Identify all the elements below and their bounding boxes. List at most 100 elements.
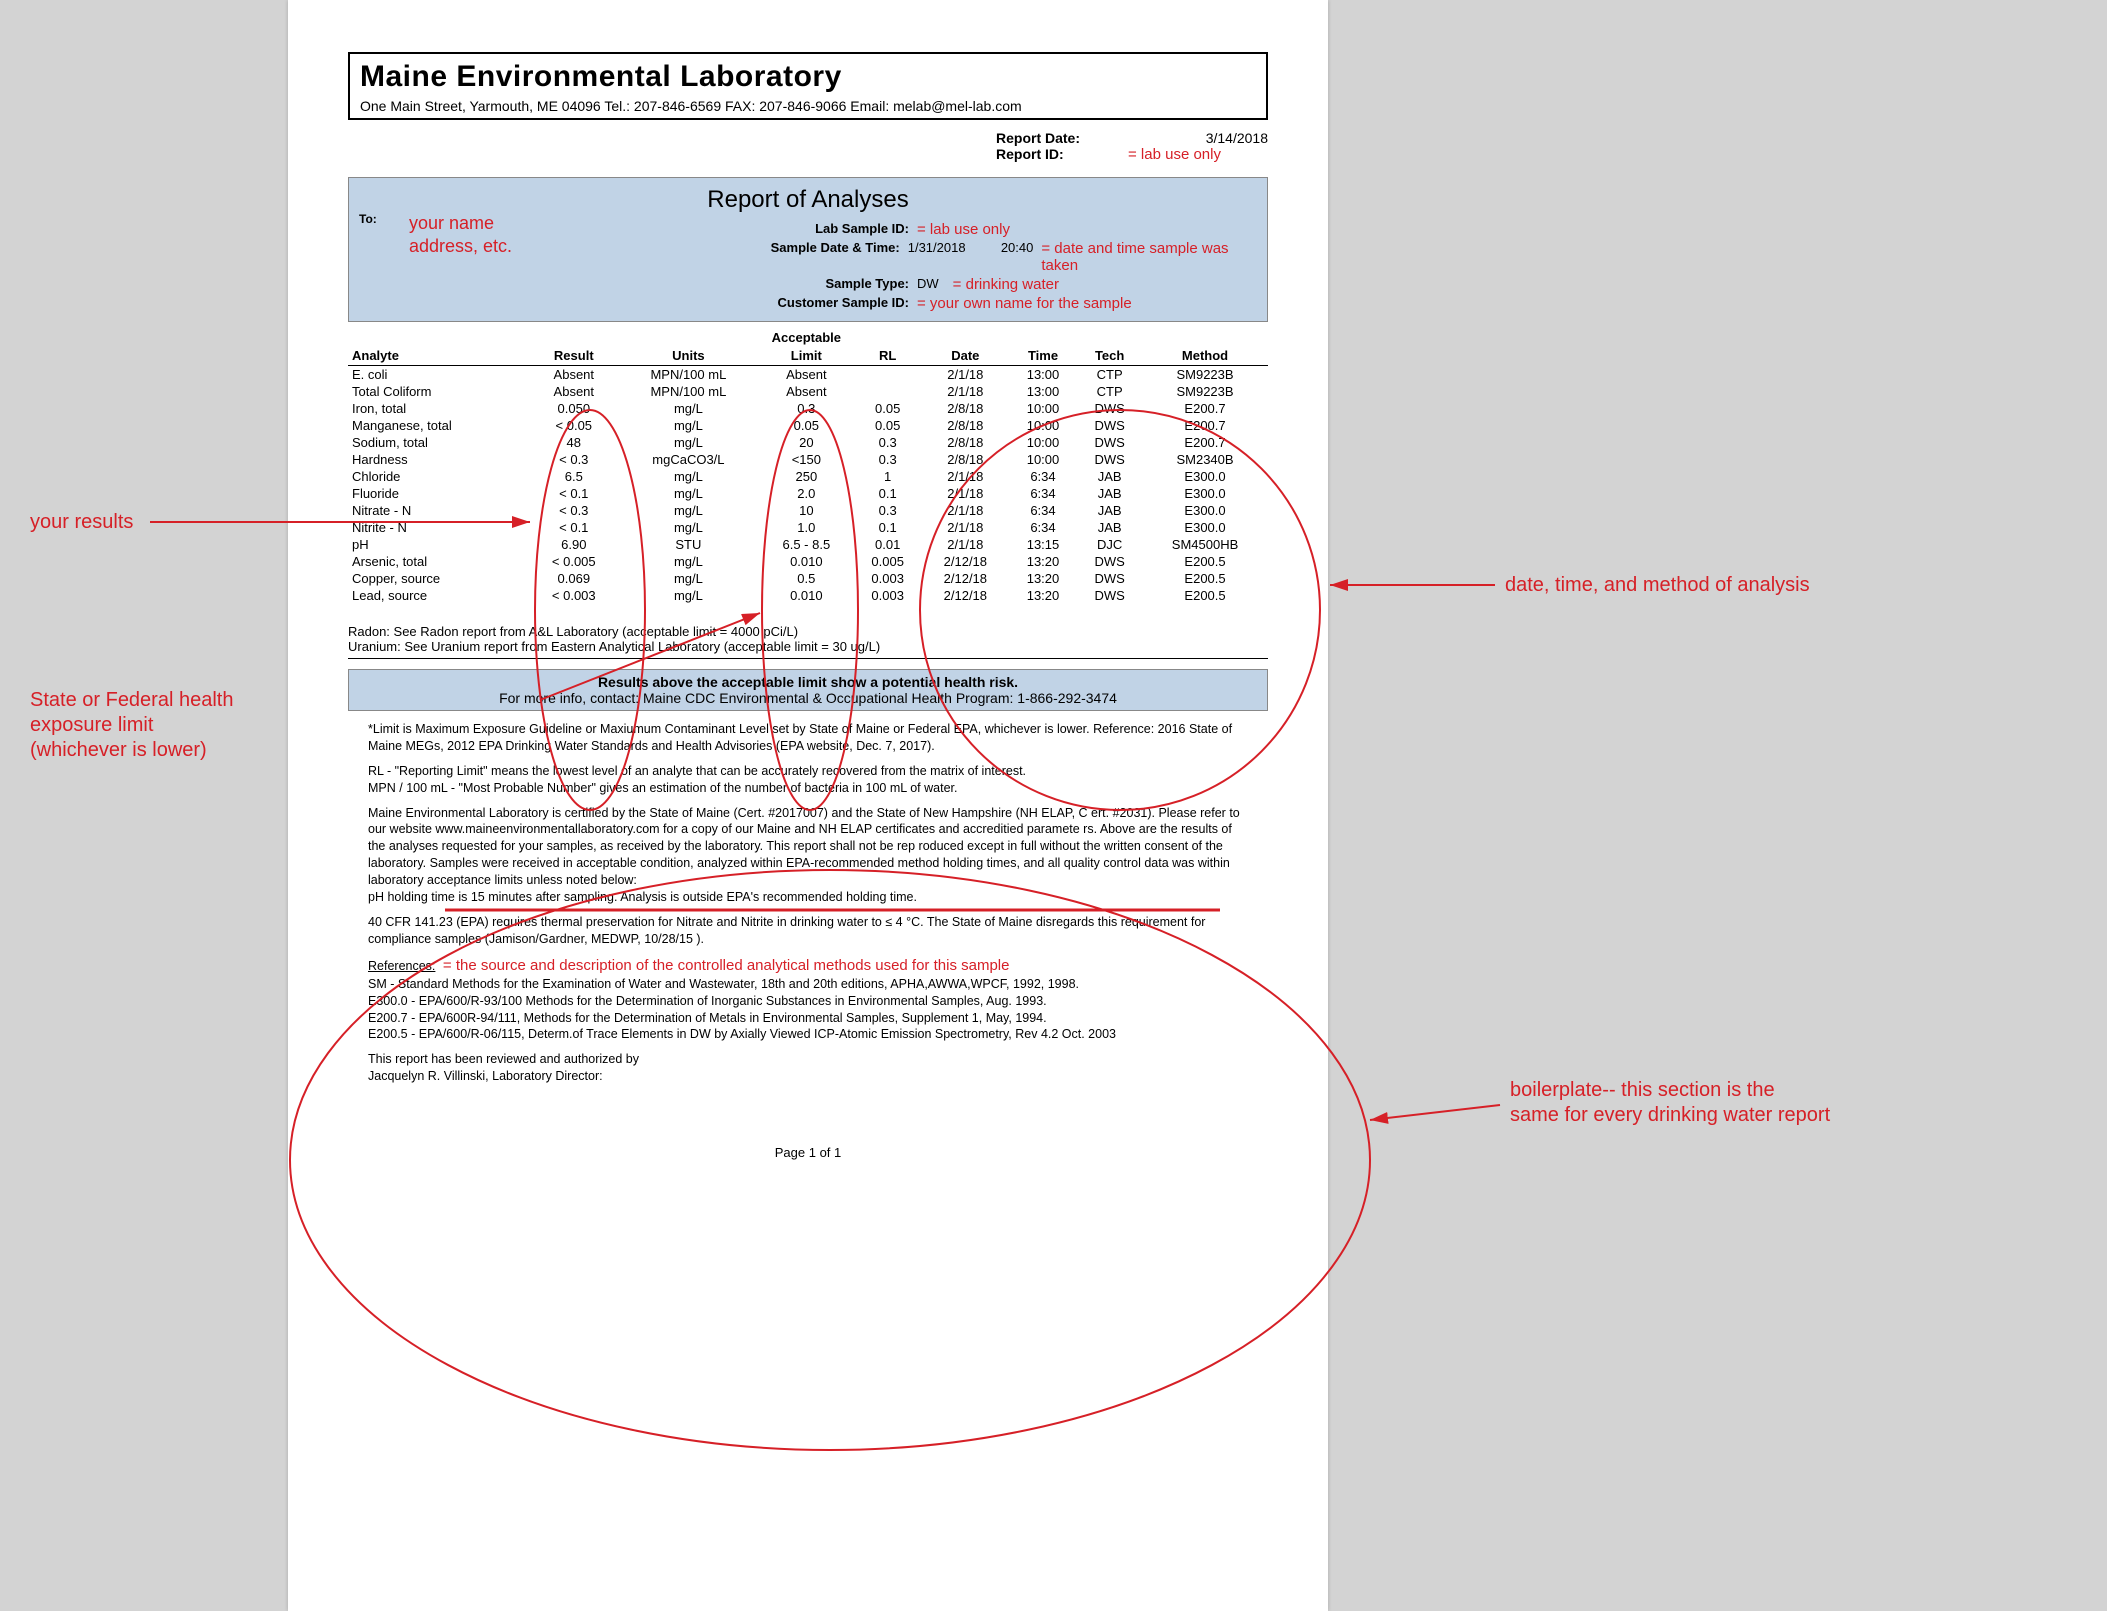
table-cell: 2/12/18 bbox=[922, 553, 1009, 570]
table-cell: 1.0 bbox=[759, 519, 853, 536]
table-row: Lead, source< 0.003mg/L0.0100.0032/12/18… bbox=[348, 587, 1268, 604]
table-cell: E300.0 bbox=[1142, 502, 1268, 519]
report-title-band: Report of Analyses To: your name address… bbox=[348, 177, 1268, 322]
table-cell: CTP bbox=[1077, 383, 1142, 400]
table-row: Iron, total0.050mg/L0.30.052/8/1810:00DW… bbox=[348, 400, 1268, 417]
col-time: Time bbox=[1009, 346, 1078, 366]
col-rl: RL bbox=[853, 346, 922, 366]
table-cell: 10:00 bbox=[1009, 417, 1078, 434]
table-cell: 0.05 bbox=[853, 417, 922, 434]
table-cell: 6.5 bbox=[530, 468, 617, 485]
table-cell: CTP bbox=[1077, 366, 1142, 384]
fine-p2: RL - "Reporting Limit" means the lowest … bbox=[368, 763, 1248, 797]
table-cell: 0.5 bbox=[759, 570, 853, 587]
analytes-tbody: E. coliAbsentMPN/100 mLAbsent2/1/1813:00… bbox=[348, 366, 1268, 605]
table-cell: 2/1/18 bbox=[922, 502, 1009, 519]
table-cell: Absent bbox=[759, 366, 853, 384]
table-cell: < 0.005 bbox=[530, 553, 617, 570]
table-cell: < 0.1 bbox=[530, 519, 617, 536]
table-cell: JAB bbox=[1077, 519, 1142, 536]
table-cell: 0.05 bbox=[759, 417, 853, 434]
table-cell: 1 bbox=[853, 468, 922, 485]
table-cell: 0.1 bbox=[853, 485, 922, 502]
table-cell: 2/8/18 bbox=[922, 400, 1009, 417]
table-cell: 2/1/18 bbox=[922, 366, 1009, 384]
table-cell: 6:34 bbox=[1009, 485, 1078, 502]
table-row: Nitrate - N< 0.3mg/L100.32/1/186:34JABE3… bbox=[348, 502, 1268, 519]
table-cell: 10:00 bbox=[1009, 451, 1078, 468]
table-row: pH6.90STU6.5 - 8.50.012/1/1813:15DJCSM45… bbox=[348, 536, 1268, 553]
table-cell: STU bbox=[618, 536, 760, 553]
table-cell: 0.010 bbox=[759, 553, 853, 570]
anno-boilerplate: boilerplate-- this section is the same f… bbox=[1510, 1078, 1830, 1128]
table-cell: 2/8/18 bbox=[922, 451, 1009, 468]
table-cell: DWS bbox=[1077, 400, 1142, 417]
table-cell: 2/12/18 bbox=[922, 587, 1009, 604]
col-date: Date bbox=[922, 346, 1009, 366]
page-number: Page 1 of 1 bbox=[348, 1145, 1268, 1160]
table-cell: 0.01 bbox=[853, 536, 922, 553]
table-row: Nitrite - N< 0.1mg/L1.00.12/1/186:34JABE… bbox=[348, 519, 1268, 536]
table-cell: Nitrate - N bbox=[348, 502, 530, 519]
health-risk-contact: For more info, contact: Maine CDC Enviro… bbox=[355, 690, 1261, 706]
table-cell: E200.7 bbox=[1142, 434, 1268, 451]
report-inner: Maine Environmental Laboratory One Main … bbox=[348, 52, 1268, 1160]
col-acceptable-top: Acceptable bbox=[759, 330, 853, 345]
table-cell: MPN/100 mL bbox=[618, 383, 760, 400]
anno-health-limit: State or Federal health exposure limit (… bbox=[30, 688, 233, 763]
authorization: This report has been reviewed and author… bbox=[368, 1051, 1248, 1085]
table-cell: MPN/100 mL bbox=[618, 366, 760, 384]
table-cell: 6.5 - 8.5 bbox=[759, 536, 853, 553]
table-cell: Chloride bbox=[348, 468, 530, 485]
table-cell: 0.003 bbox=[853, 570, 922, 587]
table-cell: Absent bbox=[759, 383, 853, 400]
table-cell: DWS bbox=[1077, 434, 1142, 451]
table-cell: Fluoride bbox=[348, 485, 530, 502]
table-cell: mg/L bbox=[618, 400, 760, 417]
table-cell: mg/L bbox=[618, 587, 760, 604]
col-method: Method bbox=[1142, 346, 1268, 366]
table-cell: 13:20 bbox=[1009, 587, 1078, 604]
table-cell: 6:34 bbox=[1009, 468, 1078, 485]
table-cell: 48 bbox=[530, 434, 617, 451]
sample-type-label: Sample Type: bbox=[739, 276, 909, 293]
table-cell: SM9223B bbox=[1142, 366, 1268, 384]
lab-sample-id-label: Lab Sample ID: bbox=[739, 221, 909, 238]
table-cell: 13:20 bbox=[1009, 570, 1078, 587]
table-cell: 6:34 bbox=[1009, 502, 1078, 519]
table-cell: 2/8/18 bbox=[922, 417, 1009, 434]
health-risk-band: Results above the acceptable limit show … bbox=[348, 669, 1268, 711]
sample-type-value: DW bbox=[917, 276, 939, 293]
table-cell: Lead, source bbox=[348, 587, 530, 604]
table-cell: mg/L bbox=[618, 502, 760, 519]
table-cell: 6:34 bbox=[1009, 519, 1078, 536]
table-cell: 10:00 bbox=[1009, 400, 1078, 417]
table-cell: 2/8/18 bbox=[922, 434, 1009, 451]
report-page: Maine Environmental Laboratory One Main … bbox=[288, 0, 1328, 1611]
table-cell: < 0.3 bbox=[530, 451, 617, 468]
table-cell: Manganese, total bbox=[348, 417, 530, 434]
table-row: Manganese, total< 0.05mg/L0.050.052/8/18… bbox=[348, 417, 1268, 434]
table-cell: 0.069 bbox=[530, 570, 617, 587]
table-cell: Hardness bbox=[348, 451, 530, 468]
table-cell: 2/12/18 bbox=[922, 570, 1009, 587]
table-cell: Absent bbox=[530, 366, 617, 384]
customer-sample-id-anno: = your own name for the sample bbox=[917, 295, 1132, 312]
lab-address-line: One Main Street, Yarmouth, ME 04096 Tel.… bbox=[360, 96, 1256, 114]
table-cell: E200.5 bbox=[1142, 570, 1268, 587]
table-cell: 0.003 bbox=[853, 587, 922, 604]
table-cell: 2/1/18 bbox=[922, 468, 1009, 485]
fine-p4: 40 CFR 141.23 (EPA) requires thermal pre… bbox=[368, 914, 1248, 948]
auth-line2: Jacquelyn R. Villinski, Laboratory Direc… bbox=[368, 1069, 603, 1083]
table-cell: SM2340B bbox=[1142, 451, 1268, 468]
lab-title: Maine Environmental Laboratory bbox=[360, 60, 1256, 96]
table-cell: 0.005 bbox=[853, 553, 922, 570]
col-analyte: Analyte bbox=[348, 346, 530, 366]
table-cell: 6.90 bbox=[530, 536, 617, 553]
table-cell: Nitrite - N bbox=[348, 519, 530, 536]
table-cell: DJC bbox=[1077, 536, 1142, 553]
table-cell: 0.3 bbox=[759, 400, 853, 417]
table-cell: 10:00 bbox=[1009, 434, 1078, 451]
table-cell: SM9223B bbox=[1142, 383, 1268, 400]
report-meta: Report Date: 3/14/2018 Report ID: = lab … bbox=[348, 130, 1268, 163]
